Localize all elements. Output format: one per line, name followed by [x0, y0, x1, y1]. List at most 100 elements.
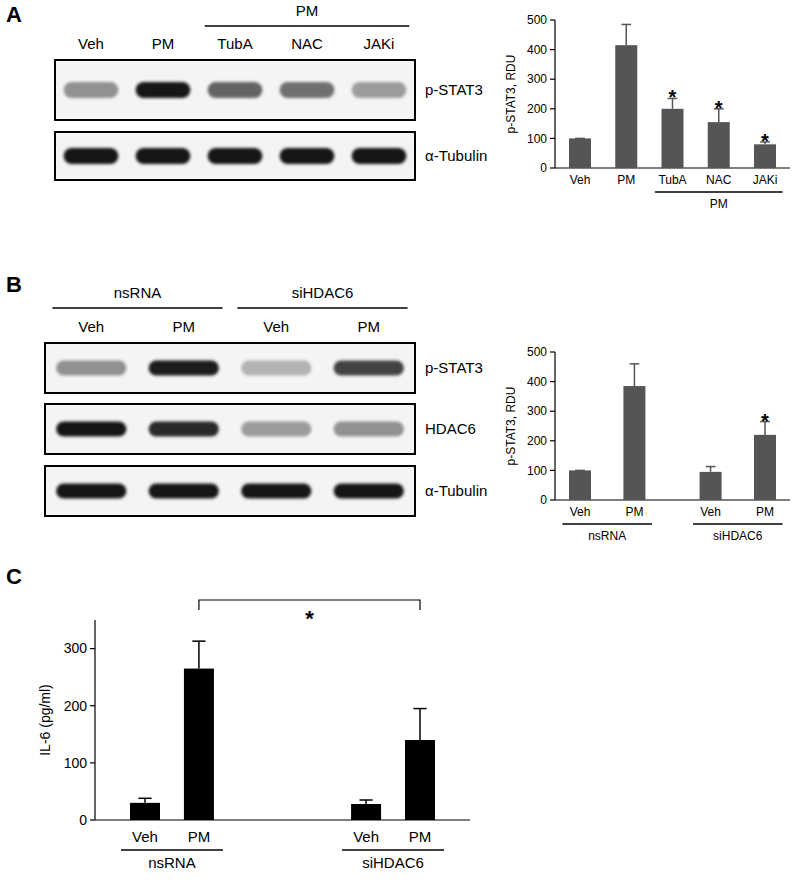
blot-band: [334, 422, 404, 437]
error-bar: [413, 709, 426, 740]
lane-label: Veh: [78, 35, 104, 52]
y-tick-label: 100: [64, 755, 88, 771]
blot-band: [56, 422, 126, 437]
bar: [700, 472, 722, 500]
lane-label: PM: [173, 318, 196, 335]
y-tick: [550, 138, 555, 139]
figure: ABCVehPMTubANACJAKiPMp-STAT3α-TubulinVeh…: [0, 0, 800, 884]
blot-band: [280, 148, 335, 164]
lane-label: NAC: [291, 35, 323, 52]
bar: [405, 740, 435, 820]
lane-group-line: [237, 307, 407, 309]
lane-group-label: nsRNA: [114, 284, 162, 301]
y-tick: [550, 499, 555, 500]
x-tick-label: Veh: [570, 505, 591, 519]
group-label: siHDAC6: [362, 854, 424, 871]
bar: [615, 45, 637, 168]
y-tick-label: 100: [527, 132, 547, 146]
blot-bands: [64, 148, 407, 164]
panel-label: C: [6, 564, 22, 589]
group-label: nsRNA: [588, 529, 626, 543]
error-bar: [138, 798, 151, 803]
y-tick-label: 400: [527, 375, 547, 389]
panel-label: A: [6, 2, 22, 27]
bars: [569, 24, 776, 168]
y-tick-label: 500: [527, 345, 547, 359]
blot-frame: [55, 60, 415, 120]
lane-label: Veh: [263, 318, 289, 335]
blot-band: [208, 148, 263, 164]
lane-group-line: [205, 25, 409, 27]
y-tick: [550, 108, 555, 109]
y-tick: [550, 19, 555, 20]
bar: [569, 138, 591, 168]
blot-band: [334, 361, 404, 376]
error-bar: [630, 364, 640, 386]
y-tick-label: 100: [527, 464, 547, 478]
blot-band: [136, 82, 191, 98]
error-stem: [710, 467, 712, 472]
error-stem: [626, 24, 628, 45]
blot-band: [352, 82, 407, 98]
x-tick-label: PM: [625, 505, 643, 519]
lane-label: TubA: [217, 35, 252, 52]
group-label: PM: [710, 197, 728, 211]
blot-band: [280, 82, 335, 98]
bar: [351, 804, 381, 820]
y-tick-label: 300: [64, 640, 88, 656]
bar: [184, 669, 214, 820]
group-label: siHDAC6: [713, 529, 763, 543]
row-label: α-Tubulin: [425, 147, 487, 164]
bar: [623, 386, 645, 500]
row-label: p-STAT3: [425, 81, 483, 98]
blot-frame: [45, 404, 415, 454]
x-tick-label: PM: [188, 828, 211, 845]
x-tick-label: PM: [409, 828, 432, 845]
error-cap: [630, 363, 640, 365]
row-label: p-STAT3: [425, 359, 483, 376]
x-tick-label: TubA: [658, 173, 686, 187]
y-tick: [90, 819, 95, 820]
y-tick: [550, 470, 555, 471]
group-line: [562, 523, 652, 525]
x-tick-label: JAKi: [753, 173, 778, 187]
lane-label: Veh: [78, 318, 104, 335]
error-cap: [359, 799, 372, 801]
y-tick-label: 300: [527, 404, 547, 418]
significance-mark: *: [761, 130, 769, 152]
blot-band: [241, 361, 311, 376]
lane-group-line: [52, 307, 222, 309]
error-cap: [575, 138, 585, 140]
blot-band: [241, 484, 311, 499]
lane-group-label: PM: [296, 2, 319, 19]
y-tick: [90, 762, 95, 763]
y-tick-label: 200: [527, 434, 547, 448]
error-stem: [419, 709, 421, 740]
blot-band: [56, 361, 126, 376]
blot-bands: [56, 361, 404, 376]
blot-band: [149, 422, 219, 437]
group-line: [342, 849, 444, 851]
error-bar: [575, 470, 585, 471]
lane-group-label: siHDAC6: [292, 284, 354, 301]
error-cap: [138, 798, 151, 800]
x-tick-label: NAC: [706, 173, 732, 187]
error-cap: [413, 708, 426, 710]
blot-band: [208, 82, 263, 98]
error-bar: [192, 641, 205, 668]
group-line: [655, 191, 783, 193]
y-axis: [554, 20, 555, 168]
y-axis-label: p-STAT3, RDU: [504, 387, 518, 466]
error-bar: [621, 24, 631, 45]
group-line: [121, 849, 223, 851]
bars: [130, 641, 435, 820]
error-cap: [192, 640, 205, 642]
y-axis: [554, 352, 555, 500]
error-bar: [359, 800, 372, 804]
y-tick: [550, 79, 555, 80]
significance-mark: *: [761, 410, 769, 432]
y-tick: [550, 49, 555, 50]
blot-band: [352, 148, 407, 164]
x-tick-label: Veh: [132, 828, 158, 845]
significance-mark: *: [305, 606, 314, 631]
